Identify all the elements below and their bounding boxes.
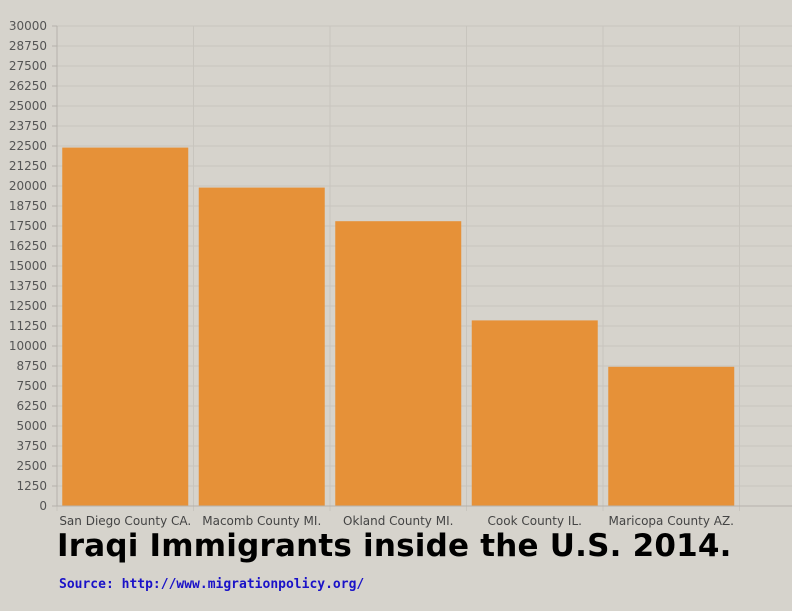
- x-tick-label: Macomb County MI.: [202, 514, 321, 528]
- y-tick-label: 16250: [9, 239, 47, 253]
- y-tick-label: 27500: [9, 59, 47, 73]
- y-tick-label: 17500: [9, 219, 47, 233]
- chart-title: Iraqi Immigrants inside the U.S. 2014.: [57, 528, 732, 564]
- y-tick-label: 12500: [9, 299, 47, 313]
- y-tick-label: 28750: [9, 39, 47, 53]
- y-tick-label: 2500: [16, 459, 47, 473]
- y-tick-label: 5000: [16, 419, 47, 433]
- source-link[interactable]: Source: http://www.migrationpolicy.org/: [59, 577, 365, 592]
- x-tick-label: Cook County IL.: [488, 514, 582, 528]
- bar: [608, 366, 735, 506]
- bar: [471, 320, 598, 506]
- y-tick-label: 3750: [16, 439, 47, 453]
- bars: [62, 147, 735, 506]
- y-tick-label: 18750: [9, 199, 47, 213]
- y-tick-label: 22500: [9, 139, 47, 153]
- x-tick-label: Okland County MI.: [343, 514, 453, 528]
- y-tick-label: 6250: [16, 399, 47, 413]
- y-tick-label: 10000: [9, 339, 47, 353]
- y-tick-label: 15000: [9, 259, 47, 273]
- bar: [62, 147, 189, 506]
- bar: [335, 221, 462, 506]
- x-tick-label: San Diego County CA.: [59, 514, 191, 528]
- y-tick-label: 8750: [16, 359, 47, 373]
- y-tick-label: 13750: [9, 279, 47, 293]
- x-tick-label: Maricopa County AZ.: [609, 514, 735, 528]
- y-tick-label: 26250: [9, 79, 47, 93]
- bar: [198, 187, 325, 506]
- y-tick-label: 20000: [9, 179, 47, 193]
- y-tick-label: 7500: [16, 379, 47, 393]
- y-tick-label: 11250: [9, 319, 47, 333]
- y-axis-ticks: 0 1250 2500 3750 5000 6250 7500 8750 10000 11250 1…: [9, 19, 57, 513]
- y-tick-label: 1250: [16, 479, 47, 493]
- x-axis-labels: San Diego County CA. Macomb County MI. Okl…: [59, 514, 734, 528]
- axes: [56, 26, 792, 507]
- y-tick-label: 21250: [9, 159, 47, 173]
- y-tick-label: 23750: [9, 119, 47, 133]
- y-tick-label: 30000: [9, 19, 47, 33]
- y-tick-label: 0: [39, 499, 47, 513]
- bar-chart: 0 1250 2500 3750 5000 6250 7500 8750 10000 11250 1…: [9, 19, 792, 528]
- y-tick-label: 25000: [9, 99, 47, 113]
